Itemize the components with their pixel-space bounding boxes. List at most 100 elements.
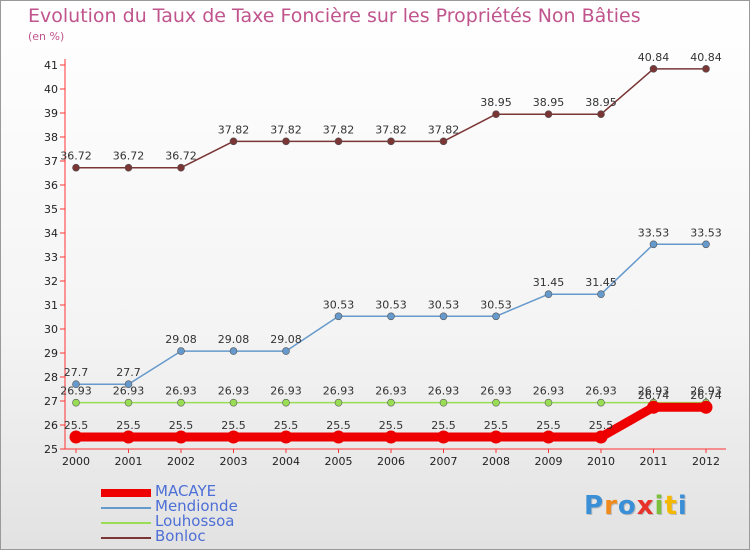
data-point-louhossoa [282, 398, 290, 407]
data-label-bonloc: 37.82 [428, 123, 460, 136]
data-point-bonloc [229, 137, 238, 146]
data-label-mendionde: 27.7 [64, 366, 89, 379]
data-point-mendionde [702, 240, 710, 249]
y-axis-unit-label: (en %) [28, 30, 65, 43]
data-label-louhossoa: 26.93 [270, 385, 302, 398]
data-label-bonloc: 36.72 [165, 150, 197, 163]
data-point-macaye [437, 430, 450, 444]
data-label-louhossoa: 26.93 [218, 385, 250, 398]
data-label-louhossoa: 26.93 [375, 385, 407, 398]
legend-label: MACAYE [155, 482, 217, 500]
data-label-bonloc: 37.82 [375, 123, 407, 136]
data-label-bonloc: 36.72 [113, 150, 145, 163]
x-tick-label: 2009 [535, 455, 563, 468]
data-label-mendionde: 31.45 [585, 276, 617, 289]
logo-letter: r [604, 491, 618, 521]
data-point-macaye [594, 430, 608, 444]
legend-swatch [101, 537, 151, 539]
data-point-mendionde [492, 312, 500, 321]
data-point-bonloc [72, 163, 80, 172]
data-label-mendionde: 29.08 [165, 333, 197, 346]
data-label-mendionde: 33.53 [638, 226, 670, 239]
y-tick-label: 32 [44, 275, 58, 288]
data-point-bonloc [282, 137, 290, 146]
logo-letter: i [654, 491, 665, 521]
data-point-mendionde [124, 380, 133, 389]
data-point-bonloc [649, 65, 658, 73]
data-label-louhossoa: 26.93 [585, 385, 617, 398]
data-point-macaye [384, 430, 398, 444]
data-label-mendionde: 30.53 [480, 298, 512, 311]
y-tick-label: 30 [44, 323, 58, 336]
data-point-macaye [699, 400, 713, 414]
data-label-louhossoa: 26.93 [533, 385, 565, 398]
data-point-mendionde [72, 380, 80, 389]
logo-letter: x [636, 491, 655, 521]
y-tick-label: 29 [44, 347, 58, 360]
data-label-bonloc: 40.84 [638, 51, 670, 64]
y-tick-label: 26 [44, 419, 58, 432]
data-point-mendionde [597, 290, 605, 299]
logo-letter: P [584, 491, 605, 521]
legend-label: Mendionde [155, 497, 238, 515]
y-tick-label: 37 [44, 155, 58, 168]
data-point-louhossoa [544, 398, 553, 407]
data-point-bonloc [492, 110, 500, 118]
data-label-louhossoa: 26.93 [165, 385, 197, 398]
data-point-mendionde [649, 240, 658, 249]
data-point-louhossoa [387, 398, 395, 407]
data-label-macaye: 26.74 [690, 389, 722, 402]
data-label-louhossoa: 26.93 [323, 385, 355, 398]
y-tick-label: 35 [44, 203, 58, 216]
y-tick-label: 31 [44, 299, 58, 312]
data-label-bonloc: 36.72 [60, 150, 92, 163]
data-label-macaye: 25.5 [221, 419, 246, 432]
data-point-louhossoa [334, 398, 343, 407]
x-tick-label: 2002 [167, 455, 195, 468]
data-point-louhossoa [597, 398, 605, 407]
data-point-mendionde [544, 290, 553, 299]
data-point-louhossoa [72, 398, 80, 407]
x-tick-label: 2012 [692, 455, 720, 468]
y-tick-label: 25 [44, 443, 58, 456]
data-point-mendionde [334, 312, 343, 321]
data-label-macaye: 25.5 [484, 419, 509, 432]
data-point-mendionde [229, 347, 238, 355]
logo-letter: t [664, 491, 678, 521]
y-tick-label: 36 [44, 179, 58, 192]
legend-swatch [101, 522, 151, 524]
data-point-louhossoa [177, 398, 185, 407]
y-tick-label: 27 [44, 395, 58, 408]
data-label-macaye: 25.5 [64, 419, 89, 432]
data-point-macaye [647, 400, 660, 414]
data-label-louhossoa: 26.93 [638, 385, 670, 398]
data-point-macaye [332, 430, 345, 444]
data-label-macaye: 25.5 [431, 419, 456, 432]
data-label-bonloc: 40.84 [690, 51, 722, 64]
data-point-louhossoa [492, 398, 500, 407]
x-tick-label: 2010 [587, 455, 615, 468]
data-label-macaye: 25.5 [326, 419, 351, 432]
data-point-mendionde [177, 347, 185, 355]
data-label-mendionde: 30.53 [323, 298, 355, 311]
data-point-macaye [69, 430, 83, 444]
y-tick-label: 39 [44, 107, 58, 120]
data-label-mendionde: 29.08 [270, 333, 302, 346]
data-point-macaye [542, 430, 555, 444]
data-label-louhossoa: 26.93 [428, 385, 460, 398]
data-point-mendionde [282, 347, 290, 355]
data-label-macaye: 26.74 [638, 389, 670, 402]
y-tick-label: 41 [44, 59, 58, 72]
data-point-bonloc [177, 163, 185, 172]
data-point-macaye [279, 430, 293, 444]
logo-letter: o [617, 491, 637, 521]
data-point-bonloc [597, 110, 605, 118]
data-point-macaye [174, 430, 188, 444]
data-label-mendionde: 31.45 [533, 276, 565, 289]
data-label-mendionde: 27.7 [116, 366, 141, 379]
data-label-louhossoa: 26.93 [690, 385, 722, 398]
data-point-louhossoa [229, 398, 238, 407]
data-point-bonloc [334, 137, 343, 146]
